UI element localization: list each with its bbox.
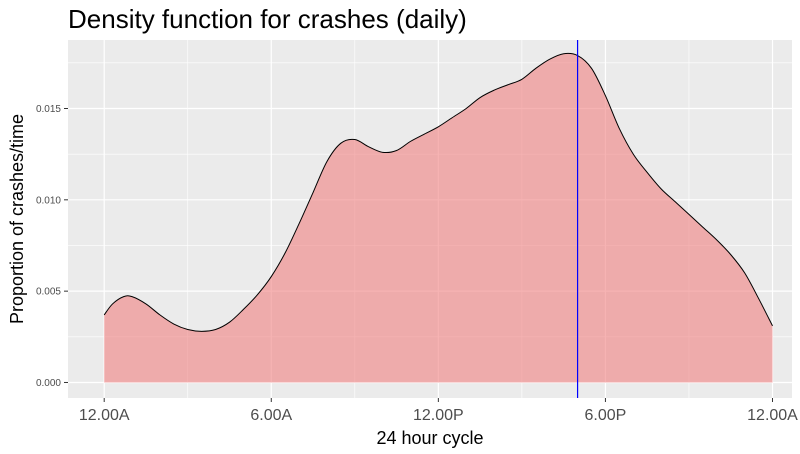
x-axis-ticks: 12.00A 6.00A 12.00P 6.00P 12.00A [79,398,798,424]
x-tick-label: 12.00A [79,407,130,424]
x-axis-title: 24 hour cycle [376,428,483,448]
x-tick-label: 6.00A [250,407,292,424]
x-tick-label: 12.00P [413,407,464,424]
density-area [104,53,773,383]
y-axis-ticks: 0.000 0.005 0.010 0.015 [36,104,68,389]
y-tick-label: 0.015 [36,104,61,115]
y-tick-label: 0.000 [36,378,61,389]
density-line [103,52,773,332]
y-tick-label: 0.005 [36,287,61,298]
x-tick-label: 12.00A [747,407,798,424]
y-axis-title: Proportion of crashes/time [7,114,27,324]
y-tick-label: 0.010 [36,195,61,206]
chart-title: Density function for crashes (daily) [68,4,467,34]
x-tick-label: 6.00P [585,407,627,424]
